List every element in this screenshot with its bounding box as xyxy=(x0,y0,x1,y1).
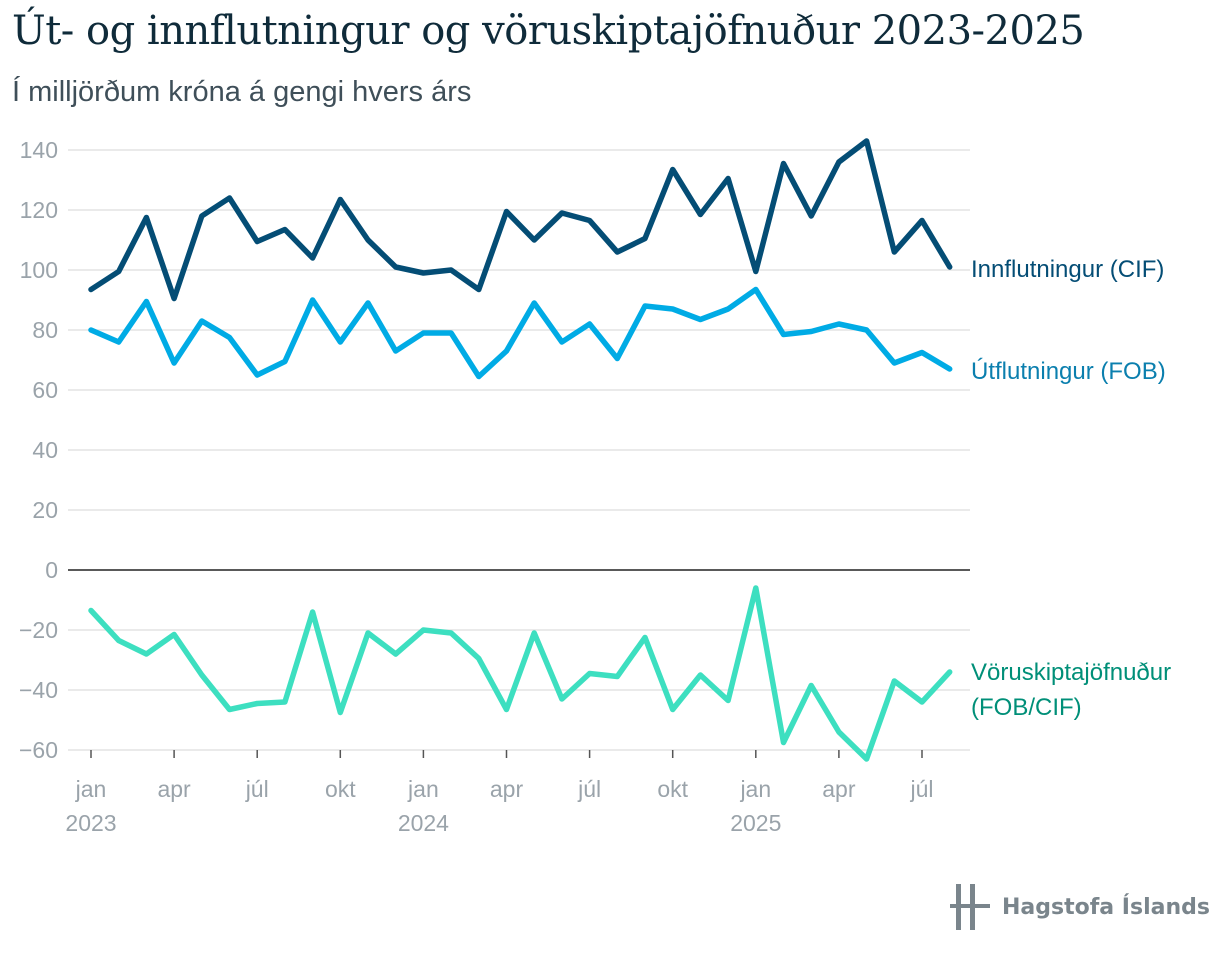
y-tick-label: −60 xyxy=(19,737,58,763)
export-series-label: Útflutningur (FOB) xyxy=(971,358,1166,385)
x-tick-label-month: apr xyxy=(490,776,524,802)
x-tick-label-month: jan xyxy=(407,776,439,802)
y-tick-label: 100 xyxy=(20,257,58,283)
brand-name: Hagstofa Íslands xyxy=(1002,894,1210,920)
line-chart: 140 120 100 80 60 40 20 0 −20 −40 −60 jan 2023 apr jú… xyxy=(19,137,1171,836)
y-tick-label: 0 xyxy=(45,557,58,583)
x-tick-label-month: júl xyxy=(245,776,269,802)
x-tick-label-year: 2024 xyxy=(398,810,449,836)
x-tick-label-month: okt xyxy=(325,776,356,802)
y-axis-ticks: 140 120 100 80 60 40 20 0 −20 −40 −60 xyxy=(19,137,58,763)
x-tick-label-year: 2025 xyxy=(730,810,781,836)
x-tick-label-month: júl xyxy=(577,776,601,802)
x-tick-label-month: jan xyxy=(739,776,771,802)
balance-series-label: (FOB/CIF) xyxy=(971,694,1082,721)
y-tick-label: 140 xyxy=(20,137,58,163)
y-tick-label: 80 xyxy=(32,317,58,343)
series-labels: Innflutningur (CIF) Útflutningur (FOB) Vör… xyxy=(971,256,1171,721)
x-tick-label-month: okt xyxy=(657,776,688,802)
balance-line xyxy=(88,585,953,762)
y-tick-label: 20 xyxy=(32,497,58,523)
y-tick-label: −40 xyxy=(19,677,58,703)
hagstofa-logo-icon xyxy=(950,884,990,930)
x-axis-ticks: jan 2023 apr júl okt jan 2024 apr júl okt jan 2025 a… xyxy=(65,750,934,836)
import-series-label: Innflutningur (CIF) xyxy=(971,256,1164,283)
chart-title: Út- og innflutningur og vöruskiptajöfnuð… xyxy=(12,8,1085,54)
export-line xyxy=(88,286,953,380)
x-tick-label-year: 2023 xyxy=(65,810,116,836)
x-tick-label-month: apr xyxy=(157,776,191,802)
x-tick-label-month: júl xyxy=(909,776,933,802)
chart-subtitle: Í milljörðum króna á gengi hvers árs xyxy=(12,76,472,108)
y-tick-label: −20 xyxy=(19,617,58,643)
series-lines xyxy=(88,138,953,762)
x-tick-label-month: apr xyxy=(822,776,856,802)
grid-lines xyxy=(68,149,970,751)
x-tick-label-month: jan xyxy=(75,776,107,802)
balance-series-label: Vöruskiptajöfnuður xyxy=(971,659,1171,686)
y-tick-label: 40 xyxy=(32,437,58,463)
y-tick-label: 60 xyxy=(32,377,58,403)
y-tick-label: 120 xyxy=(20,197,58,223)
hagstofa-logo: Hagstofa Íslands xyxy=(950,880,1210,934)
import-line xyxy=(88,138,953,302)
